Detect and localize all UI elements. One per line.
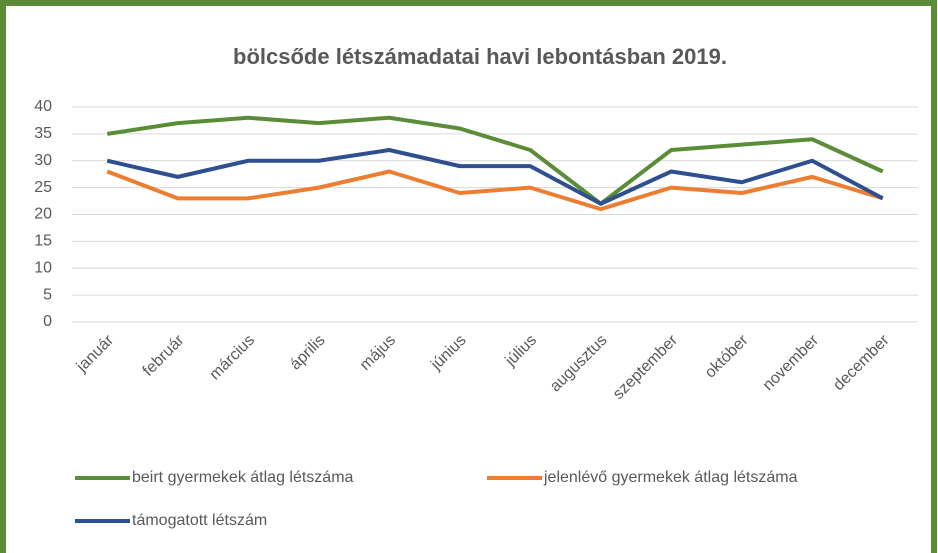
data-line (106, 148, 884, 206)
x-tick-label: július (502, 332, 541, 371)
legend-label: támogatott létszám (132, 512, 267, 529)
y-tick-label: 0 (43, 313, 52, 330)
x-tick-label: október (702, 331, 752, 381)
y-tick-label: 25 (34, 179, 52, 196)
chart-title: bölcsőde létszámadatai havi lebontásban … (233, 44, 727, 69)
data-line (106, 115, 884, 206)
legend-label: jelenlévő gyermekek átlag létszáma (543, 469, 798, 486)
x-tick-label: december (830, 331, 893, 394)
x-tick-label: március (206, 332, 258, 384)
x-tick-label: szeptember (610, 331, 682, 403)
x-tick-label: április (287, 332, 329, 374)
x-tick-label: január (73, 331, 118, 376)
x-tick-label: június (427, 332, 469, 374)
x-tick-label: február (140, 331, 188, 379)
x-tick-label: május (357, 332, 399, 374)
y-tick-label: 5 (43, 286, 52, 303)
x-tick-label: november (760, 331, 823, 394)
y-tick-label: 15 (34, 233, 52, 250)
legend-label: beirt gyermekek átlag létszáma (132, 469, 354, 486)
y-tick-label: 20 (34, 206, 52, 223)
x-tick-label: augusztus (547, 332, 611, 396)
y-tick-label: 10 (34, 259, 52, 276)
y-tick-label: 30 (34, 152, 52, 169)
y-tick-label: 40 (34, 98, 52, 115)
y-tick-label: 35 (34, 125, 52, 142)
data-line (106, 169, 884, 212)
